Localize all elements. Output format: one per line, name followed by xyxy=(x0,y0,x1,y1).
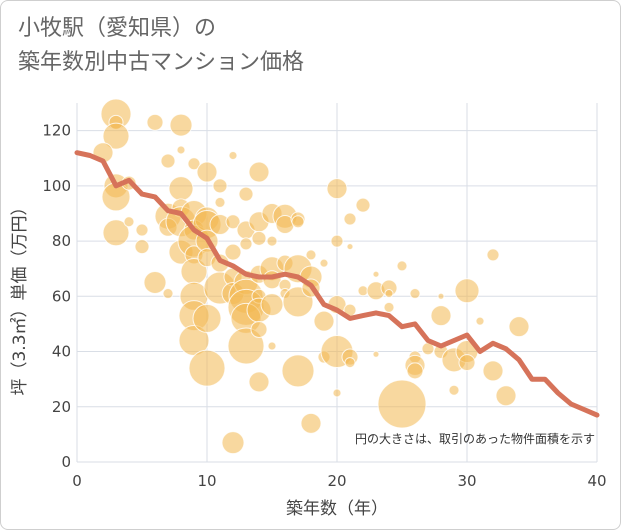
data-bubble xyxy=(482,360,504,382)
title-line-2: 築年数別中古マンション価格 xyxy=(18,50,305,75)
data-bubble xyxy=(248,371,270,393)
data-bubble xyxy=(384,289,394,299)
data-bubble xyxy=(291,215,305,229)
data-bubble xyxy=(332,388,342,398)
data-bubble xyxy=(437,292,445,300)
data-bubble xyxy=(313,310,335,332)
data-bubble xyxy=(344,357,356,369)
y-tick-label: 80 xyxy=(52,232,71,250)
data-bubble xyxy=(330,234,344,248)
x-tick-label: 40 xyxy=(587,472,606,490)
data-bubble xyxy=(102,122,130,150)
data-bubble xyxy=(260,293,284,317)
data-bubble xyxy=(238,186,254,202)
data-bubble xyxy=(250,320,268,338)
data-bubble xyxy=(448,384,460,396)
x-axis-label: 築年数（年） xyxy=(286,499,388,519)
x-axis-ticks: 0 10 20 30 40 xyxy=(72,472,606,490)
y-axis-ticks: 0 20 40 60 80 100 120 xyxy=(42,122,71,471)
data-bubble xyxy=(135,223,149,237)
data-bubble xyxy=(396,260,408,272)
data-bubble xyxy=(224,243,242,261)
data-bubble xyxy=(267,341,277,351)
data-bubble xyxy=(266,235,278,247)
y-tick-label: 20 xyxy=(52,398,71,416)
data-bubble xyxy=(251,230,267,246)
data-bubble xyxy=(326,178,348,200)
data-bubble xyxy=(162,288,174,300)
y-tick-label: 0 xyxy=(61,453,71,471)
data-bubble xyxy=(409,288,421,300)
data-bubble xyxy=(458,354,476,372)
chart-title: 小牧駅（愛知県）の 築年数別中古マンション価格 xyxy=(18,12,304,80)
data-bubble xyxy=(319,258,329,268)
data-bubble xyxy=(486,248,500,262)
data-bubble xyxy=(372,350,380,358)
x-tick-label: 10 xyxy=(197,472,216,490)
data-bubble xyxy=(281,354,315,388)
data-bubble xyxy=(508,316,530,338)
size-note: 円の大きさは、取引のあった物件面積を示す xyxy=(355,431,595,446)
data-bubble xyxy=(168,176,194,202)
data-bubble xyxy=(225,214,241,230)
data-bubble xyxy=(192,303,222,333)
y-tick-label: 120 xyxy=(42,122,71,140)
data-bubble xyxy=(212,178,228,194)
data-bubble xyxy=(475,316,485,326)
data-bubble xyxy=(300,412,322,434)
data-bubble xyxy=(146,113,164,131)
data-bubble xyxy=(346,243,354,251)
bubble-layer xyxy=(92,98,530,455)
data-bubble xyxy=(239,237,253,251)
data-bubble xyxy=(228,150,238,160)
data-bubble xyxy=(196,161,218,183)
data-bubble xyxy=(169,113,193,137)
data-bubble xyxy=(430,305,452,327)
x-tick-label: 20 xyxy=(327,472,346,490)
data-bubble xyxy=(214,196,226,208)
data-bubble xyxy=(160,153,176,169)
data-bubble xyxy=(227,327,265,365)
data-bubble xyxy=(123,216,135,228)
y-tick-label: 40 xyxy=(52,343,71,361)
y-tick-label: 100 xyxy=(42,177,71,195)
data-bubble xyxy=(355,197,371,213)
data-bubble xyxy=(143,271,167,294)
data-bubble xyxy=(454,278,480,304)
trend-line xyxy=(74,150,600,418)
data-bubble xyxy=(406,362,424,380)
data-bubble xyxy=(248,161,270,183)
data-bubble xyxy=(495,385,517,407)
data-bubble xyxy=(102,219,130,247)
data-bubble xyxy=(187,157,201,171)
data-bubble xyxy=(372,270,380,278)
title-line-1: 小牧駅（愛知県）の xyxy=(18,16,217,41)
data-bubble xyxy=(343,212,357,226)
data-bubble xyxy=(176,145,186,155)
data-bubble xyxy=(134,239,150,255)
data-bubble xyxy=(221,431,245,455)
x-tick-label: 0 xyxy=(72,472,82,490)
y-axis-label: 坪（3.3㎡）単価（万円） xyxy=(10,198,30,395)
data-bubble xyxy=(188,349,226,387)
y-tick-label: 60 xyxy=(52,287,71,305)
data-bubble xyxy=(305,249,317,261)
data-bubble xyxy=(377,379,427,429)
x-tick-label: 30 xyxy=(457,472,476,490)
data-bubble xyxy=(383,301,395,313)
